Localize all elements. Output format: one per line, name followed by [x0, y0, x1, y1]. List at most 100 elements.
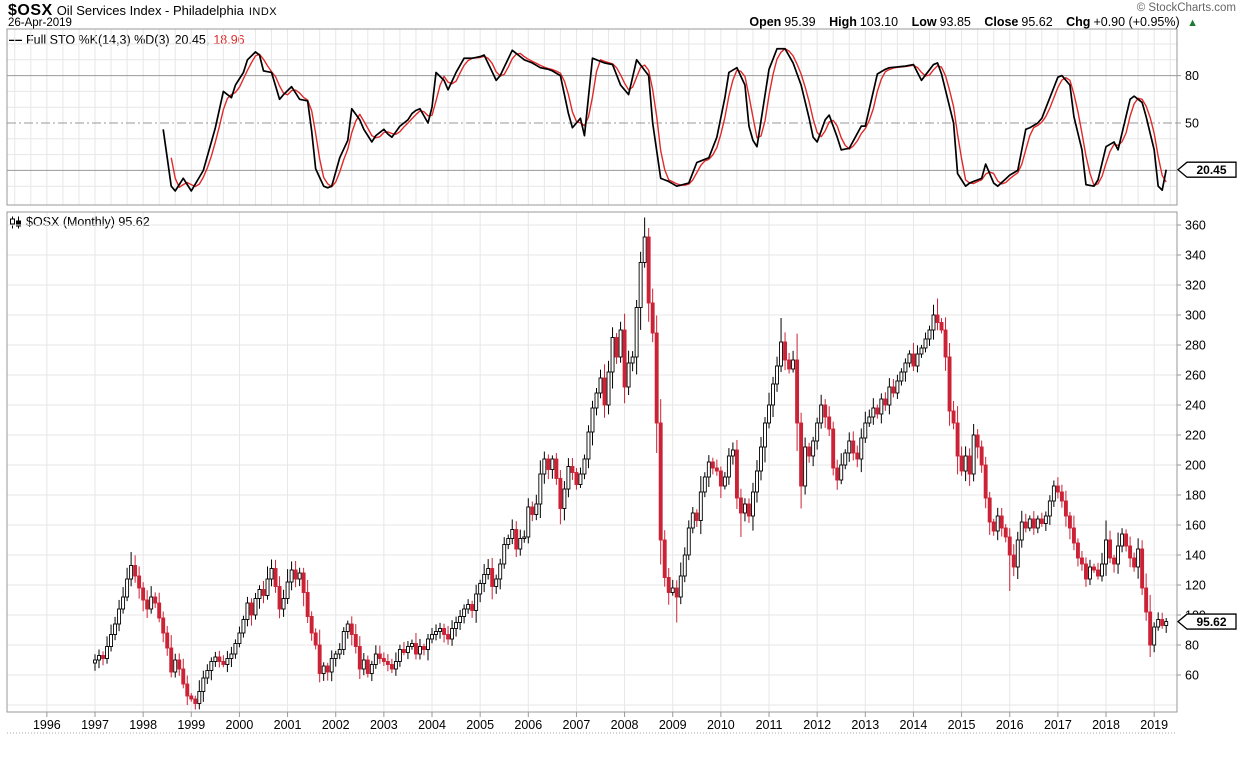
candle-body: [759, 446, 763, 472]
year-axis-label: 2017: [1044, 718, 1072, 732]
candle-body: [602, 377, 607, 406]
candle-body: [349, 623, 354, 635]
chg-label: Chg: [1066, 15, 1091, 29]
percent-k-line: [162, 47, 1168, 192]
candle-body: [706, 461, 711, 478]
candle-body: [855, 452, 860, 460]
candle-body: [101, 655, 105, 659]
candle-body: [646, 236, 651, 304]
candle-body: [133, 565, 138, 577]
candle-body: [1039, 518, 1044, 524]
year-axis-label: 2019: [1140, 718, 1168, 732]
candle-body: [799, 422, 804, 487]
candle-body: [93, 659, 97, 664]
year-axis-label: 2000: [226, 718, 254, 732]
candle-body: [1071, 527, 1076, 544]
candle-body: [506, 538, 511, 545]
candle-body: [297, 572, 302, 580]
candle-body: [113, 623, 118, 635]
candle-body: [1007, 536, 1012, 556]
candle-body: [409, 643, 414, 647]
candle-body: [1124, 533, 1129, 547]
candle-body: [995, 515, 1000, 532]
stochastic-last-value-callout-box: [1176, 161, 1237, 178]
candle-body: [165, 632, 170, 649]
year-axis-label: 2007: [563, 718, 591, 732]
candle-body: [1120, 533, 1125, 547]
candle-body: [273, 568, 278, 587]
ohlc-quote-row: Open 95.39 High 103.10 Low 93.85 Close 95.62…: [739, 15, 1198, 29]
candle-body: [1063, 500, 1068, 517]
candle-body: [582, 458, 587, 475]
candle-body: [426, 638, 430, 650]
year-axis-label: 2013: [851, 718, 879, 732]
candle-body: [843, 452, 848, 466]
candle-body: [369, 664, 374, 674]
candle-body: [157, 602, 162, 619]
price-axis-label: 240: [1185, 399, 1206, 413]
candle-body: [438, 628, 442, 632]
candle-body: [325, 665, 330, 673]
candle-body: [225, 658, 230, 665]
open-label: Open: [749, 15, 782, 29]
candle-body: [458, 616, 463, 623]
candle-body: [831, 428, 836, 469]
chg-value: +0.90 (+0.95%): [1093, 15, 1180, 29]
stochastic-axis-label: 80: [1185, 69, 1199, 83]
candle-body: [654, 332, 659, 424]
candle-body: [803, 446, 808, 487]
candle-body: [233, 643, 238, 655]
candle-body: [137, 575, 142, 589]
price-axis-label: 360: [1185, 219, 1206, 233]
candle-body: [289, 569, 294, 583]
candle-body: [313, 632, 318, 646]
candle-body: [1156, 619, 1161, 628]
year-axis-label: 2011: [756, 718, 783, 732]
price-axis-label: 340: [1185, 249, 1206, 263]
candle-body: [149, 596, 154, 610]
candle-body: [193, 698, 198, 704]
year-axis-label: 1998: [129, 718, 157, 732]
candle-body: [919, 347, 924, 355]
candle-body: [530, 506, 535, 515]
candle-body: [446, 634, 451, 640]
candle-body: [105, 646, 109, 659]
candle-body: [393, 661, 398, 670]
low-label: Low: [911, 15, 937, 29]
candle-body: [177, 659, 182, 670]
candle-body: [470, 604, 475, 611]
candle-body: [401, 649, 406, 653]
year-axis-label: 2009: [659, 718, 687, 732]
candle-body: [698, 491, 703, 521]
candle-body: [971, 434, 976, 475]
candle-body: [722, 476, 727, 487]
candle-body: [1015, 539, 1020, 568]
candle-body: [1003, 527, 1008, 538]
candle-body: [253, 598, 258, 616]
candle-body: [181, 668, 186, 685]
candle-body: [662, 539, 667, 578]
candle-body: [674, 587, 679, 598]
candle-body: [213, 656, 218, 662]
candle-body: [630, 356, 635, 364]
candle-body: [381, 658, 386, 662]
price-axis-label: 80: [1185, 639, 1199, 653]
year-axis-label: 2006: [514, 718, 542, 732]
year-axis-label: 2010: [707, 718, 735, 732]
candle-body: [510, 529, 515, 539]
candle-body: [1112, 557, 1116, 565]
candle-body: [690, 512, 695, 529]
candle-body: [807, 446, 812, 457]
price-panel-frame: [6, 211, 1178, 713]
candle-body: [221, 661, 226, 665]
candle-body: [1031, 518, 1036, 529]
candle-body: [317, 644, 322, 674]
candle-body: [751, 491, 755, 517]
candle-body: [955, 422, 960, 457]
percent-d-line: [170, 48, 1167, 188]
candle-body: [474, 593, 479, 611]
candle-body: [614, 337, 619, 358]
candle-body: [959, 455, 964, 472]
candle-body: [189, 695, 194, 700]
